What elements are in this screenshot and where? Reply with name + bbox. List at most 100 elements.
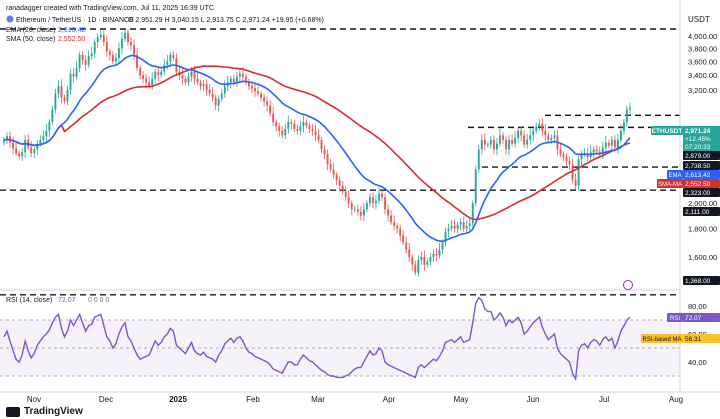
price-tick-label: 1,800.00 — [688, 225, 717, 234]
candle — [538, 118, 541, 131]
candle — [299, 120, 302, 136]
candle — [396, 223, 399, 234]
candle — [181, 68, 184, 85]
candle — [33, 146, 36, 159]
ema-legend-label[interactable]: EMA (20, close) — [6, 27, 55, 34]
candle — [320, 137, 323, 154]
candle — [293, 119, 296, 132]
sma-badge-tag: SMA-MA — [658, 182, 682, 188]
candle — [592, 146, 595, 159]
sma-legend-label[interactable]: SMA (50, close) — [6, 36, 55, 43]
candle — [75, 61, 78, 80]
candle — [102, 29, 105, 46]
candle — [332, 162, 335, 179]
candle — [335, 171, 338, 186]
candle — [483, 133, 486, 151]
sma-legend-value: 2,552.50 — [58, 36, 85, 43]
candle — [157, 67, 160, 82]
price-axis-ticks[interactable]: 4,000.00 3,800.00 3,600.00 3,400.00 3,200.00… — [688, 32, 717, 262]
candle — [278, 122, 281, 137]
ethereum-icon — [6, 15, 14, 23]
rsi-legend-label[interactable]: RSI (14, close) — [6, 297, 52, 304]
candle — [414, 260, 417, 276]
candle — [508, 135, 510, 156]
candle — [417, 255, 420, 277]
time-label-jun: Jun — [527, 395, 540, 404]
candle — [266, 96, 269, 112]
candle — [523, 130, 526, 148]
candle — [311, 124, 314, 136]
candle — [208, 84, 211, 97]
candle — [133, 39, 135, 61]
candle — [296, 124, 299, 135]
time-axis-labels[interactable]: Nov Dec 2025 Feb Mar Apr May Jun Jul Aug — [27, 395, 683, 404]
rsi-legend-extra: 0 0 0 0 — [88, 297, 110, 304]
rsi-badge-tag: RSI — [670, 316, 680, 322]
candle — [502, 132, 504, 144]
candle — [489, 136, 492, 149]
header-symbol[interactable]: Ethereum / TetherUS · 1D · BINANCE — [16, 17, 134, 24]
rsi-line — [3, 296, 631, 382]
price-tick-label: 1,600.00 — [688, 253, 717, 262]
sma-badge: SMA-MA 2,552.50 — [657, 179, 720, 188]
countdown-text: 07:20:33 — [685, 144, 711, 151]
candle — [42, 130, 45, 144]
candle — [287, 115, 290, 134]
time-label-mar: Mar — [311, 395, 325, 404]
candle — [435, 248, 438, 262]
time-label-may: May — [453, 395, 468, 404]
candle — [81, 50, 84, 65]
candle — [117, 42, 120, 63]
candle — [54, 88, 57, 114]
candle — [408, 242, 411, 262]
candle — [495, 137, 498, 156]
candle — [610, 136, 613, 150]
candle — [574, 173, 577, 190]
candle — [105, 35, 108, 57]
candle — [568, 156, 571, 171]
candle — [142, 71, 145, 84]
candle — [595, 145, 598, 155]
candle — [214, 94, 217, 111]
candle — [520, 126, 523, 142]
candle — [205, 79, 208, 96]
ema-20-line — [3, 54, 631, 243]
candle — [302, 115, 305, 133]
rsi-tick-label: 80.00 — [688, 302, 707, 311]
candle — [480, 134, 483, 155]
candle — [18, 150, 21, 161]
candle — [526, 134, 529, 149]
candle — [48, 119, 51, 137]
candle — [577, 156, 580, 191]
candle — [372, 192, 374, 209]
candle — [254, 82, 256, 98]
candle — [305, 119, 308, 129]
candle — [187, 72, 190, 87]
time-label-apr: Apr — [383, 395, 396, 404]
candle — [30, 140, 33, 158]
candle — [202, 80, 205, 91]
candle — [450, 220, 453, 232]
candle — [272, 106, 275, 126]
candle — [432, 249, 435, 262]
candle — [347, 190, 350, 209]
level-2111-text: 2,111.00 — [685, 209, 710, 216]
tradingview-footer[interactable]: TradingView — [6, 406, 83, 417]
header-ohlc: O 2,951.29 H 3,040.15 L 2,913.75 C 2,971… — [128, 17, 324, 24]
rsi-level-lines — [0, 319, 680, 377]
alert-icon[interactable] — [623, 280, 633, 290]
candle — [438, 242, 441, 259]
candle — [492, 135, 495, 155]
candle — [169, 51, 172, 68]
candle — [471, 200, 474, 230]
candle — [326, 149, 329, 171]
candle — [547, 132, 550, 143]
ema-legend-value: 2,613.42 — [58, 27, 85, 34]
candle — [269, 99, 272, 117]
candle — [368, 193, 371, 208]
ema-badge: EMA 2,613.42 — [667, 170, 720, 179]
last-price-pct: +12.45% — [685, 136, 711, 143]
candle — [323, 145, 326, 160]
time-label-feb: Feb — [246, 395, 260, 404]
